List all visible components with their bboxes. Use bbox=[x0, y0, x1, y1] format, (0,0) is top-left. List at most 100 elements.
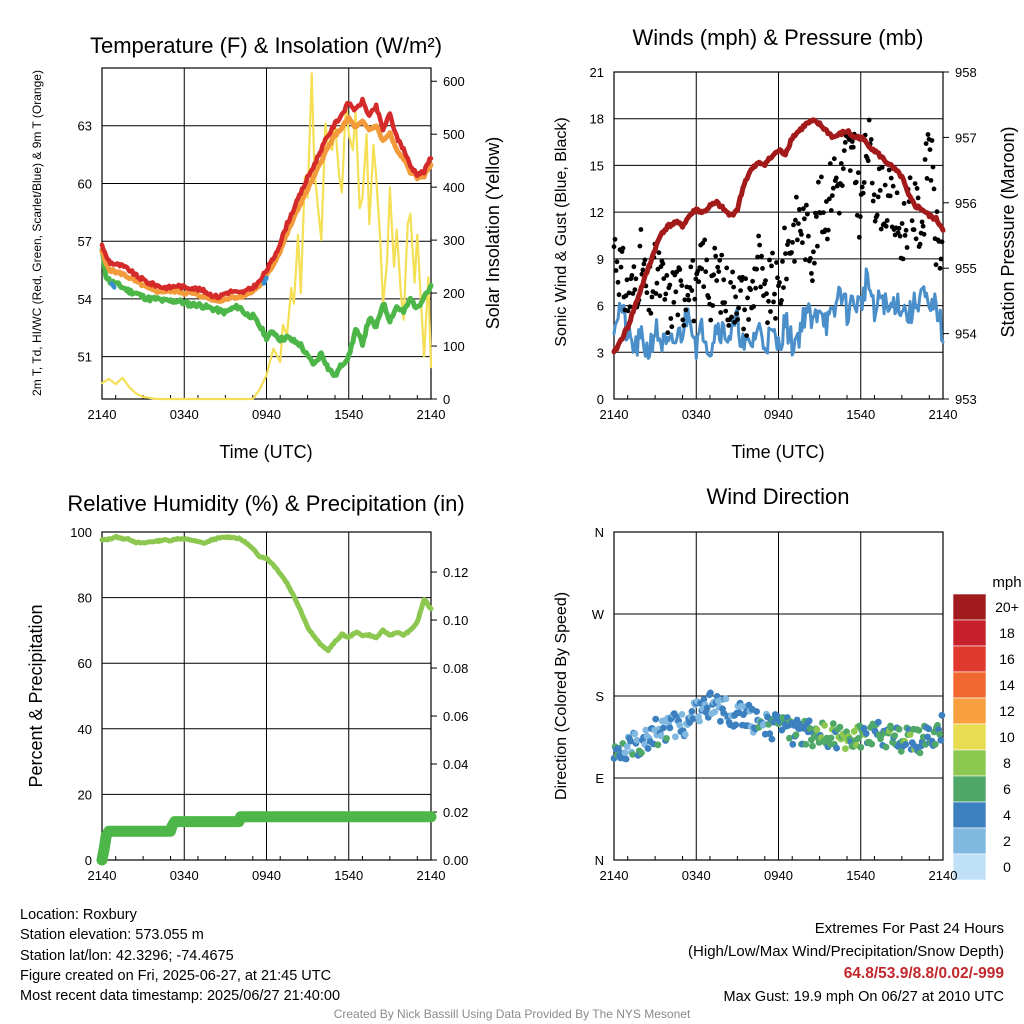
gust-point bbox=[626, 290, 632, 296]
gust-point bbox=[616, 292, 622, 298]
x-tick-label: 0340 bbox=[170, 407, 199, 422]
x-tick-label: 2140 bbox=[88, 868, 117, 883]
gust-point bbox=[811, 249, 816, 255]
y-right-tick-label: 0.00 bbox=[443, 853, 468, 868]
gust-point bbox=[939, 239, 945, 245]
gust-point bbox=[702, 237, 708, 243]
gust-point bbox=[888, 175, 894, 181]
colorbar-label: 12 bbox=[999, 703, 1015, 719]
gust-point bbox=[850, 144, 856, 150]
colorbar-label: 14 bbox=[999, 677, 1015, 693]
gust-point bbox=[775, 275, 780, 281]
direction-point bbox=[678, 711, 686, 718]
series-hiwc-segment bbox=[261, 275, 269, 286]
gust-point bbox=[795, 237, 800, 243]
y-right-tick-label: 954 bbox=[955, 327, 977, 342]
gust-point bbox=[718, 310, 724, 315]
y-tick-label: 54 bbox=[78, 292, 92, 307]
series-2m-temperature bbox=[99, 96, 434, 301]
y-right-tick-label: 953 bbox=[955, 392, 977, 407]
direction-point bbox=[862, 730, 870, 737]
gust-point bbox=[797, 207, 802, 212]
colorbar: 20+ 18 16 14 12 10 8 6 4 2 0 bbox=[952, 593, 1019, 881]
direction-point bbox=[696, 717, 703, 725]
direction-point bbox=[938, 711, 946, 719]
gust-point bbox=[799, 232, 804, 237]
gust-point bbox=[917, 241, 923, 247]
gust-point bbox=[669, 324, 675, 330]
gust-point bbox=[911, 227, 917, 233]
colorbar-title: mph bbox=[992, 574, 1021, 591]
colorbar-label: 18 bbox=[999, 625, 1015, 641]
series-station-pressure bbox=[611, 117, 946, 355]
gust-point bbox=[931, 186, 937, 192]
direction-point bbox=[789, 740, 797, 748]
y-right-tick-label: 0.12 bbox=[443, 565, 468, 580]
info-recent: Most recent data timestamp: 2025/06/27 2… bbox=[20, 988, 341, 1005]
y-tick-label: N bbox=[595, 525, 604, 540]
y-right-tick-label: 0 bbox=[443, 392, 450, 407]
gust-point bbox=[703, 269, 709, 275]
gust-point bbox=[710, 303, 716, 308]
gust-point bbox=[642, 257, 648, 263]
gust-point bbox=[633, 276, 639, 282]
gust-point bbox=[721, 277, 727, 283]
gust-point bbox=[612, 236, 618, 242]
winds-xlabel: Time (UTC) bbox=[731, 442, 824, 462]
direction-point bbox=[931, 741, 939, 748]
info-location: Location: Roxbury bbox=[20, 907, 137, 923]
colorbar-label: 10 bbox=[999, 729, 1015, 745]
gust-point bbox=[751, 304, 756, 309]
gust-point bbox=[686, 297, 692, 303]
colorbar-label: 2 bbox=[1003, 833, 1011, 849]
y-tick-label: W bbox=[592, 607, 605, 622]
gust-point bbox=[929, 138, 935, 143]
gust-point bbox=[853, 179, 859, 185]
direction-point bbox=[707, 689, 714, 697]
gust-point bbox=[930, 164, 936, 170]
gust-point bbox=[618, 264, 624, 270]
gust-point bbox=[741, 326, 746, 332]
gust-point bbox=[878, 226, 884, 232]
gust-point bbox=[859, 184, 865, 190]
direction-point bbox=[925, 725, 933, 733]
gust-point bbox=[894, 190, 900, 196]
y-right-tick-label: 0.08 bbox=[443, 661, 468, 676]
winds-ylabel-right: Station Pressure (Maroon) bbox=[998, 126, 1018, 337]
gust-point bbox=[883, 223, 889, 229]
gust-point bbox=[804, 202, 809, 208]
direction-point bbox=[936, 731, 944, 738]
gust-point bbox=[900, 256, 906, 262]
gust-point bbox=[624, 277, 630, 283]
humidity-ylabel-left: Percent & Precipitation bbox=[26, 604, 46, 787]
gust-point bbox=[874, 212, 880, 218]
x-tick-label: 0340 bbox=[682, 868, 711, 883]
y-right-tick-label: 0.10 bbox=[443, 613, 468, 628]
gust-point bbox=[890, 183, 896, 189]
direction-point bbox=[806, 725, 814, 732]
gust-point bbox=[901, 201, 907, 206]
direction-point bbox=[621, 749, 629, 757]
gust-point bbox=[902, 233, 908, 238]
gust-point bbox=[757, 242, 762, 248]
y-tick-label: 15 bbox=[590, 158, 604, 173]
gust-point bbox=[680, 317, 686, 323]
y-tick-label: N bbox=[595, 853, 604, 868]
extremes-subtitle: (High/Low/Max Wind/Precipitation/Snow De… bbox=[688, 942, 1004, 960]
gust-point bbox=[685, 292, 691, 298]
y-right-tick-label: 500 bbox=[443, 127, 465, 142]
x-tick-label: 2140 bbox=[929, 407, 958, 422]
direction-point bbox=[672, 733, 679, 741]
gust-point bbox=[786, 238, 791, 244]
gust-point bbox=[793, 217, 798, 223]
y-tick-label: 3 bbox=[597, 345, 604, 360]
winds-ylabel-left: Sonic Wind & Gust (Blue, Black) bbox=[553, 117, 570, 346]
colorbar-swatch bbox=[952, 775, 987, 803]
y-right-tick-label: 957 bbox=[955, 130, 977, 145]
gust-point bbox=[729, 314, 734, 320]
gust-point bbox=[779, 298, 784, 303]
gust-point bbox=[760, 266, 765, 271]
winds-title: Winds (mph) & Pressure (mb) bbox=[633, 25, 924, 50]
charts: 2140 0340 0940 1540 214051545760630100200300… bbox=[70, 65, 976, 883]
direction-point bbox=[805, 717, 813, 725]
